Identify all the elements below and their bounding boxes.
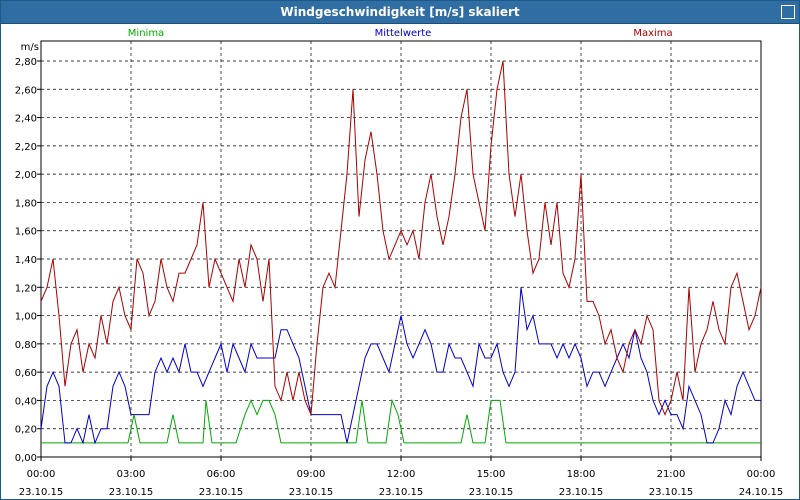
- legend-mittelwerte: Mittelwerte: [375, 28, 432, 39]
- x-tick-time-label: 15:00: [477, 469, 506, 480]
- legend-maxima: Maxima: [633, 28, 672, 39]
- y-tick-label: 0,60: [15, 368, 37, 379]
- y-tick-label: 1,80: [15, 198, 37, 209]
- y-tick-label: 1,00: [15, 312, 37, 323]
- y-tick-label: 1,60: [15, 227, 37, 238]
- x-tick-time-label: 00:00: [747, 469, 776, 480]
- x-tick-date-label: 23.10.15: [199, 487, 244, 498]
- y-tick-label: 2,40: [15, 114, 37, 125]
- x-tick-time-label: 00:00: [27, 469, 56, 480]
- x-tick-time-label: 12:00: [387, 469, 416, 480]
- x-tick-date-label: 23.10.15: [289, 487, 334, 498]
- y-axis-label: m/s: [21, 42, 39, 53]
- x-tick-time-label: 18:00: [567, 469, 596, 480]
- y-tick-label: 2,60: [15, 85, 37, 96]
- y-tick-label: 2,20: [15, 142, 37, 153]
- x-tick-date-label: 23.10.15: [109, 487, 154, 498]
- y-tick-label: 0,40: [15, 396, 37, 407]
- y-tick-label: 2,00: [15, 170, 37, 181]
- y-tick-label: 0,80: [15, 340, 37, 351]
- window-menu-icon[interactable]: [781, 5, 795, 19]
- x-tick-date-label: 23.10.15: [379, 487, 424, 498]
- x-tick-date-label: 23.10.15: [19, 487, 64, 498]
- y-tick-label: 0,20: [15, 425, 37, 436]
- x-tick-time-label: 03:00: [117, 469, 146, 480]
- y-tick-label: 2,80: [15, 57, 37, 68]
- plot-area: [40, 40, 762, 458]
- y-tick-label: 1,40: [15, 255, 37, 266]
- x-tick-time-label: 21:00: [657, 469, 686, 480]
- legend-minima: Minima: [128, 28, 164, 39]
- x-tick-date-label: 23.10.15: [559, 487, 604, 498]
- x-tick-time-label: 06:00: [207, 469, 236, 480]
- y-tick-label: 1,20: [15, 283, 37, 294]
- series-line-mittelwerte: [40, 287, 761, 445]
- x-tick-date-label: 23.10.15: [649, 487, 694, 498]
- series-line-minima: [41, 398, 761, 444]
- window-title: Windgeschwindigkeit [m/s] skaliert: [280, 5, 520, 19]
- series-line-maxima: [40, 60, 762, 416]
- title-bar: Windgeschwindigkeit [m/s] skaliert: [1, 1, 799, 24]
- x-tick-date-label: 23.10.15: [469, 487, 514, 498]
- y-tick-label: 0,00: [15, 453, 37, 464]
- x-tick-date-label: 24.10.15: [739, 487, 784, 498]
- x-tick-time-label: 09:00: [297, 469, 326, 480]
